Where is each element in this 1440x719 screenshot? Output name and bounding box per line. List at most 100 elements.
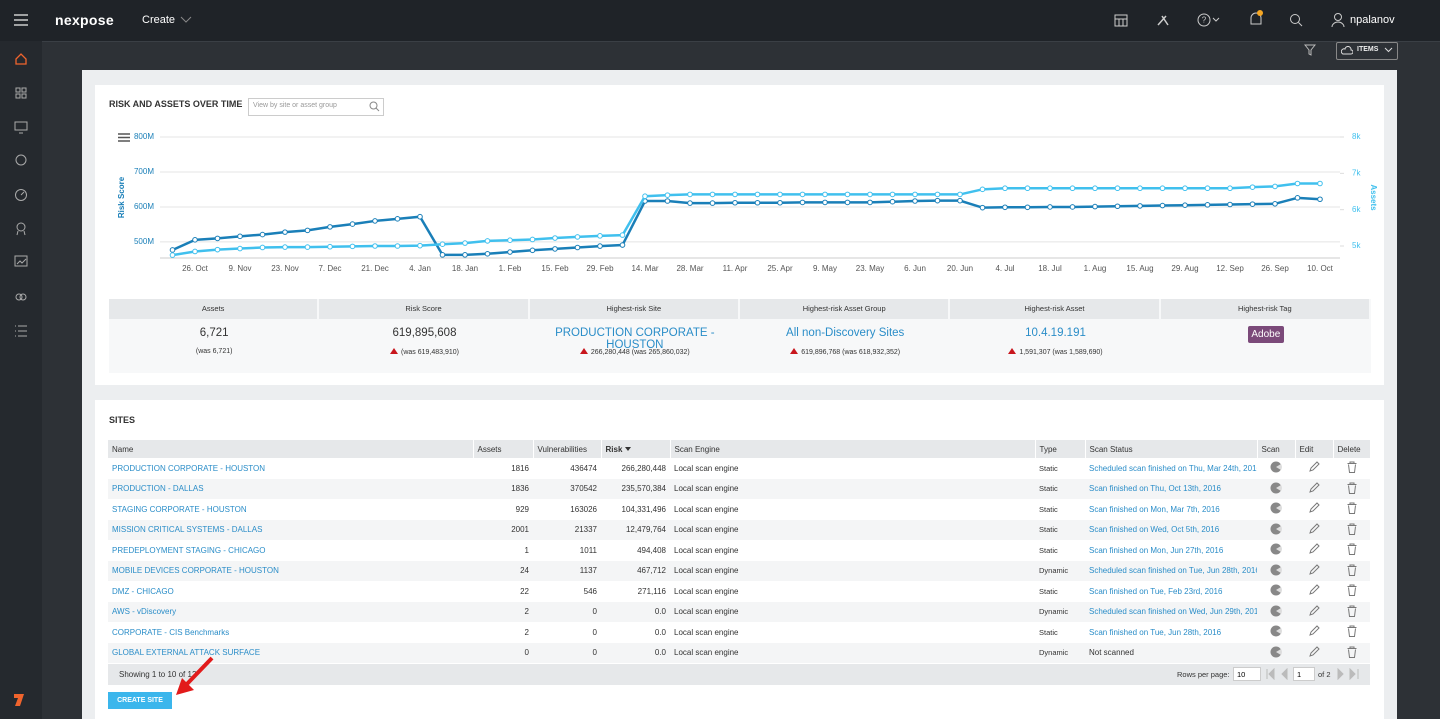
edit-cell [1295,478,1333,499]
search-input[interactable] [248,98,384,116]
data-point [192,237,198,243]
stat-change: (was 6,721) [109,348,319,355]
cell: 0 [473,642,533,663]
tag-badge[interactable]: Adobe [1247,326,1284,343]
chart-menu[interactable] [118,133,130,142]
delete-icon[interactable] [1346,482,1358,494]
delete-icon[interactable] [1346,646,1358,658]
site-name[interactable]: PRODUCTION CORPORATE - HOUSTON [112,463,266,473]
delete-icon[interactable] [1346,584,1358,597]
site-name[interactable]: DMZ - CHICAGO [112,586,174,596]
edit-icon[interactable] [1308,605,1320,617]
column-header[interactable]: Scan [1257,440,1296,458]
create-menu[interactable]: Create [142,14,176,26]
y-tick-label: 600M [134,202,154,211]
edit-icon[interactable] [1308,584,1320,596]
create-site-button[interactable]: CREATE SITE [108,692,172,709]
delete-icon[interactable] [1346,605,1358,617]
data-point [777,199,783,206]
data-point [889,198,896,205]
logo[interactable]: nexpose [55,12,114,28]
edit-icon[interactable] [1308,482,1320,494]
scan-icon[interactable] [1270,646,1282,658]
scan-icon[interactable] [1270,625,1282,637]
pager-next[interactable] [1334,668,1360,680]
data-point [1137,203,1143,209]
cell: 436474 [570,463,597,473]
site-name[interactable]: STAGING CORPORATE - HOUSTON [112,504,247,514]
column-header[interactable]: Vulnerabilities [533,440,602,458]
site-name[interactable]: PREDEPLOYMENT STAGING - CHICAGO [112,545,266,555]
cell: 0 [592,627,597,637]
cell: Static [1039,504,1058,514]
column-header[interactable]: Risk [601,440,671,458]
sidebar-icons[interactable] [14,52,28,352]
annotation-arrow [176,656,214,695]
site-name[interactable]: MISSION CRITICAL SYSTEMS - DALLAS [108,519,473,540]
notifications-icon[interactable] [1248,10,1264,28]
column-header[interactable]: Edit [1295,440,1334,458]
help-icon[interactable]: ? [1197,13,1221,27]
scan-icon[interactable] [1270,564,1282,576]
rows-per-page-select[interactable]: 10 [1233,667,1261,681]
column-header[interactable]: Scan Engine [670,440,1036,458]
filter-icon[interactable] [1304,44,1316,56]
site-name[interactable]: AWS - vDiscovery [108,601,473,622]
data-point [1294,195,1301,201]
data-point [1024,204,1031,211]
edit-icon[interactable] [1308,543,1320,555]
column-header[interactable]: Name [108,440,474,458]
calendar-icon[interactable] [1114,13,1128,27]
column-header[interactable]: Type [1035,440,1086,458]
edit-icon[interactable] [1308,461,1320,473]
data-point [304,227,311,234]
stat-value[interactable]: PRODUCTION CORPORATE - HOUSTON [555,327,715,351]
edit-icon[interactable] [1308,646,1320,658]
delete-icon[interactable] [1346,461,1358,474]
menu-icon[interactable] [14,14,28,26]
tools-icon[interactable] [1156,13,1170,27]
scan-icon[interactable] [1270,584,1282,596]
site-name[interactable]: PRODUCTION - DALLAS [108,478,473,499]
edit-icon[interactable] [1308,564,1320,576]
column-header[interactable]: Scan Status [1085,440,1258,458]
scan-icon[interactable] [1270,523,1282,535]
data-point [1024,185,1031,192]
series-line [171,196,1321,257]
data-point [304,244,311,250]
edit-icon[interactable] [1308,523,1320,535]
column-header[interactable]: Delete [1333,440,1371,458]
edit-icon[interactable] [1308,502,1320,514]
pager-prev[interactable] [1265,668,1291,680]
delete-cell [1333,601,1370,622]
scan-icon[interactable] [1270,543,1282,555]
stat-value[interactable]: All non-Discovery Sites [786,327,905,339]
cell: 22 [520,586,529,596]
site-name[interactable]: CORPORATE - CIS Benchmarks [112,627,230,637]
stat-value[interactable]: 10.4.19.191 [1025,327,1086,339]
user-name[interactable]: npalanov [1350,14,1395,26]
delete-icon[interactable] [1346,523,1358,535]
data-point [327,224,333,230]
page-input[interactable]: 1 [1293,667,1315,681]
data-point [1002,204,1008,211]
delete-icon[interactable] [1346,502,1358,515]
scan-icon[interactable] [1270,482,1282,494]
items-button[interactable] [1336,42,1398,60]
data-point [394,216,401,222]
search-icon[interactable] [1289,13,1303,27]
scan-icon[interactable] [1270,461,1282,473]
site-name[interactable]: GLOBAL EXTERNAL ATTACK SURFACE [108,642,473,663]
delete-icon[interactable] [1346,543,1358,556]
data-point [934,191,941,198]
cell: Local scan engine [670,478,1035,499]
column-header[interactable]: Assets [473,440,534,458]
user-icon[interactable] [1331,12,1345,28]
x-tick-label: 10. Oct [1307,264,1334,273]
site-name[interactable]: MOBILE DEVICES CORPORATE - HOUSTON [108,560,473,581]
edit-icon[interactable] [1308,625,1320,637]
scan-icon[interactable] [1270,502,1282,514]
delete-icon[interactable] [1346,625,1358,638]
delete-icon[interactable] [1346,564,1358,576]
scan-icon[interactable] [1270,605,1282,617]
